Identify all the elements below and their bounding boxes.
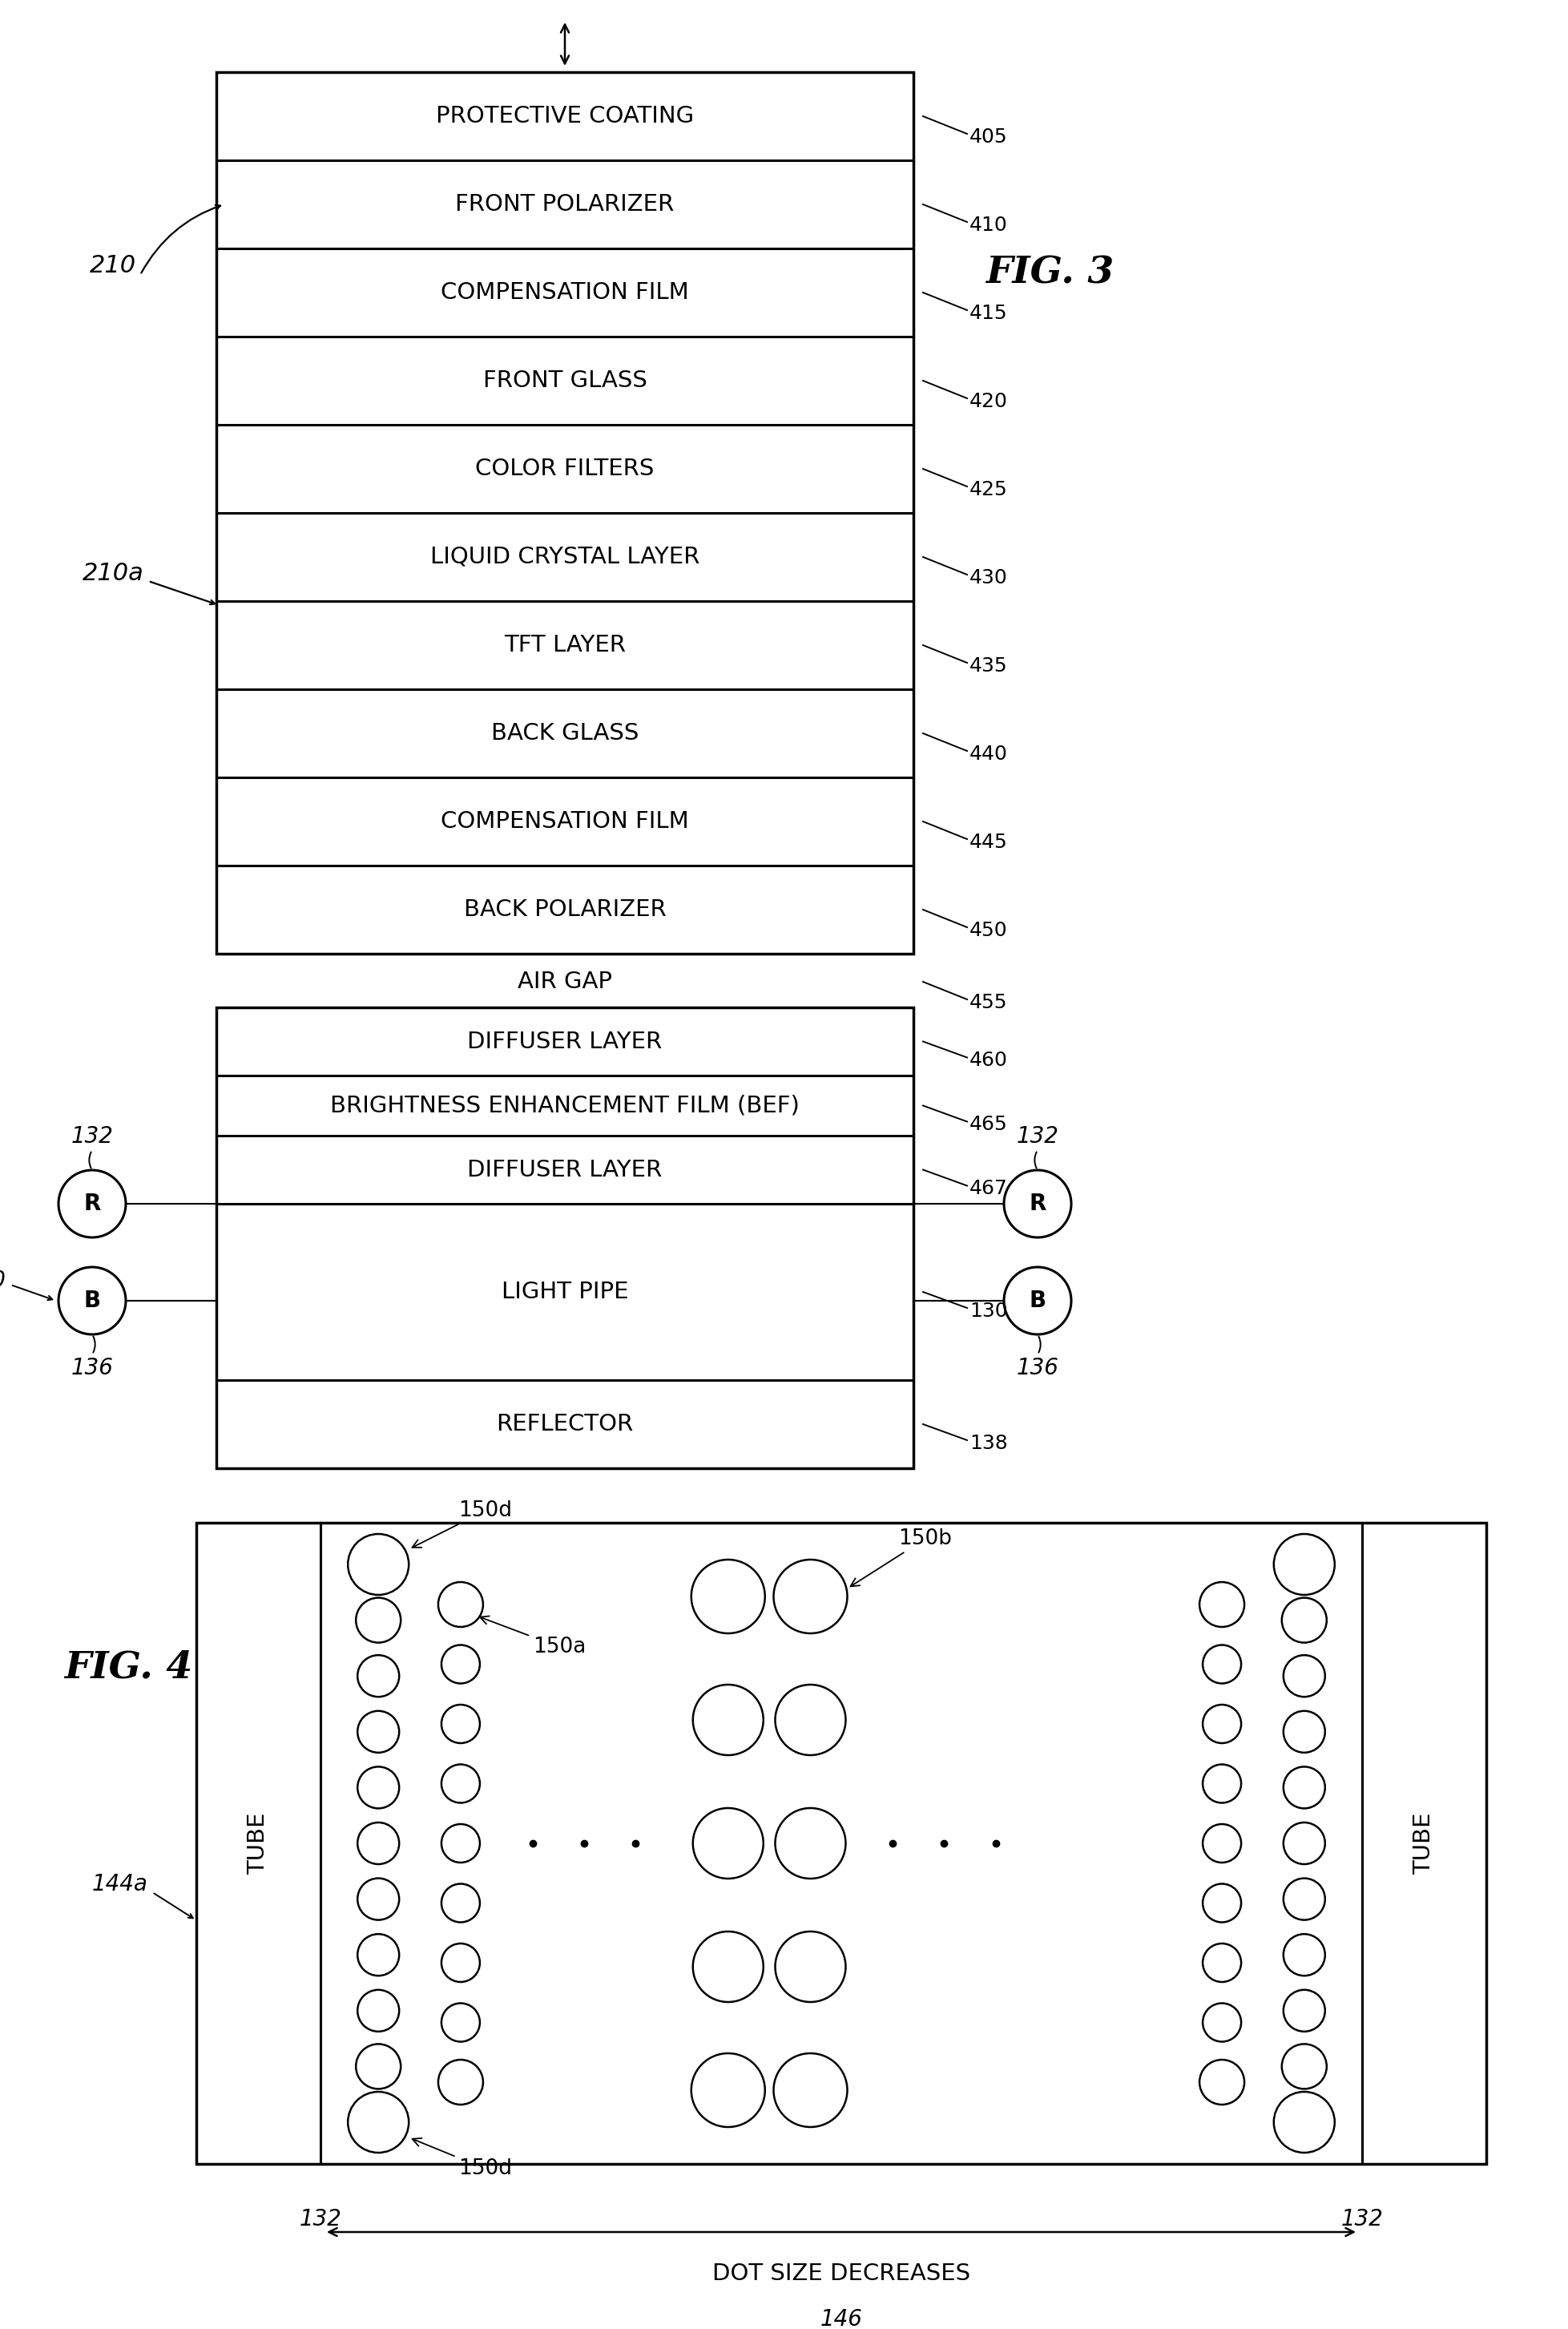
Bar: [216, 72, 914, 953]
Text: TUBE: TUBE: [248, 1812, 270, 1875]
Text: 425: 425: [969, 480, 1008, 498]
Text: TFT LAYER: TFT LAYER: [503, 633, 626, 657]
Text: 415: 415: [969, 303, 1008, 324]
Text: BACK POLARIZER: BACK POLARIZER: [464, 899, 666, 920]
Text: 210a: 210a: [83, 561, 144, 585]
Text: 132: 132: [299, 2208, 342, 2231]
Text: 150b: 150b: [850, 1528, 952, 1586]
Text: PROTECTIVE COATING: PROTECTIVE COATING: [436, 105, 695, 128]
Text: COLOR FILTERS: COLOR FILTERS: [475, 456, 654, 480]
Text: FRONT GLASS: FRONT GLASS: [483, 370, 648, 391]
Text: 150d: 150d: [412, 2138, 513, 2180]
Text: B: B: [83, 1290, 100, 1311]
Text: R: R: [83, 1192, 100, 1216]
Text: 130: 130: [969, 1302, 1008, 1321]
Text: 132: 132: [1016, 1125, 1058, 1148]
Text: AIR GAP: AIR GAP: [517, 971, 612, 992]
Text: DIFFUSER LAYER: DIFFUSER LAYER: [467, 1029, 662, 1053]
Text: BACK GLASS: BACK GLASS: [491, 722, 638, 745]
Text: 138: 138: [969, 1435, 1008, 1453]
Text: 445: 445: [969, 834, 1008, 852]
Text: 435: 435: [969, 657, 1008, 675]
Text: LIQUID CRYSTAL LAYER: LIQUID CRYSTAL LAYER: [430, 545, 699, 568]
Text: 465: 465: [969, 1116, 1008, 1134]
Text: DIFFUSER LAYER: DIFFUSER LAYER: [467, 1158, 662, 1181]
Text: 132: 132: [1341, 2208, 1383, 2231]
Text: 146: 146: [820, 2308, 862, 2329]
Text: 150a: 150a: [480, 1616, 586, 1658]
Text: 455: 455: [969, 992, 1008, 1013]
Text: 450: 450: [969, 920, 1008, 941]
Text: 160: 160: [0, 1269, 6, 1293]
Text: 467: 467: [969, 1178, 1008, 1199]
Text: 405: 405: [969, 128, 1008, 147]
Bar: [196, 1523, 1486, 2164]
Text: 440: 440: [969, 745, 1008, 764]
Text: LIGHT PIPE: LIGHT PIPE: [502, 1281, 629, 1304]
Text: 150d: 150d: [412, 1500, 513, 1546]
Text: 430: 430: [969, 568, 1008, 587]
Text: DOT SIZE DECREASES: DOT SIZE DECREASES: [712, 2261, 971, 2285]
Text: B: B: [1029, 1290, 1046, 1311]
Text: COMPENSATION FILM: COMPENSATION FILM: [441, 810, 688, 834]
Bar: [216, 1008, 914, 1467]
Text: COMPENSATION FILM: COMPENSATION FILM: [441, 282, 688, 303]
Text: 210: 210: [89, 254, 136, 277]
Text: 144a: 144a: [93, 1873, 149, 1896]
Text: TUBE: TUBE: [1413, 1812, 1435, 1875]
Text: 410: 410: [969, 217, 1008, 235]
Text: BRIGHTNESS ENHANCEMENT FILM (BEF): BRIGHTNESS ENHANCEMENT FILM (BEF): [331, 1095, 800, 1118]
Text: FIG. 3: FIG. 3: [986, 254, 1113, 291]
Text: 136: 136: [1016, 1358, 1058, 1379]
Text: FIG. 4: FIG. 4: [64, 1649, 193, 1686]
Text: 132: 132: [71, 1125, 113, 1148]
Text: FRONT POLARIZER: FRONT POLARIZER: [455, 193, 674, 217]
Text: R: R: [1029, 1192, 1046, 1216]
Text: 460: 460: [969, 1050, 1008, 1071]
Text: 420: 420: [969, 391, 1008, 412]
Text: REFLECTOR: REFLECTOR: [495, 1414, 633, 1435]
Text: 136: 136: [71, 1358, 113, 1379]
